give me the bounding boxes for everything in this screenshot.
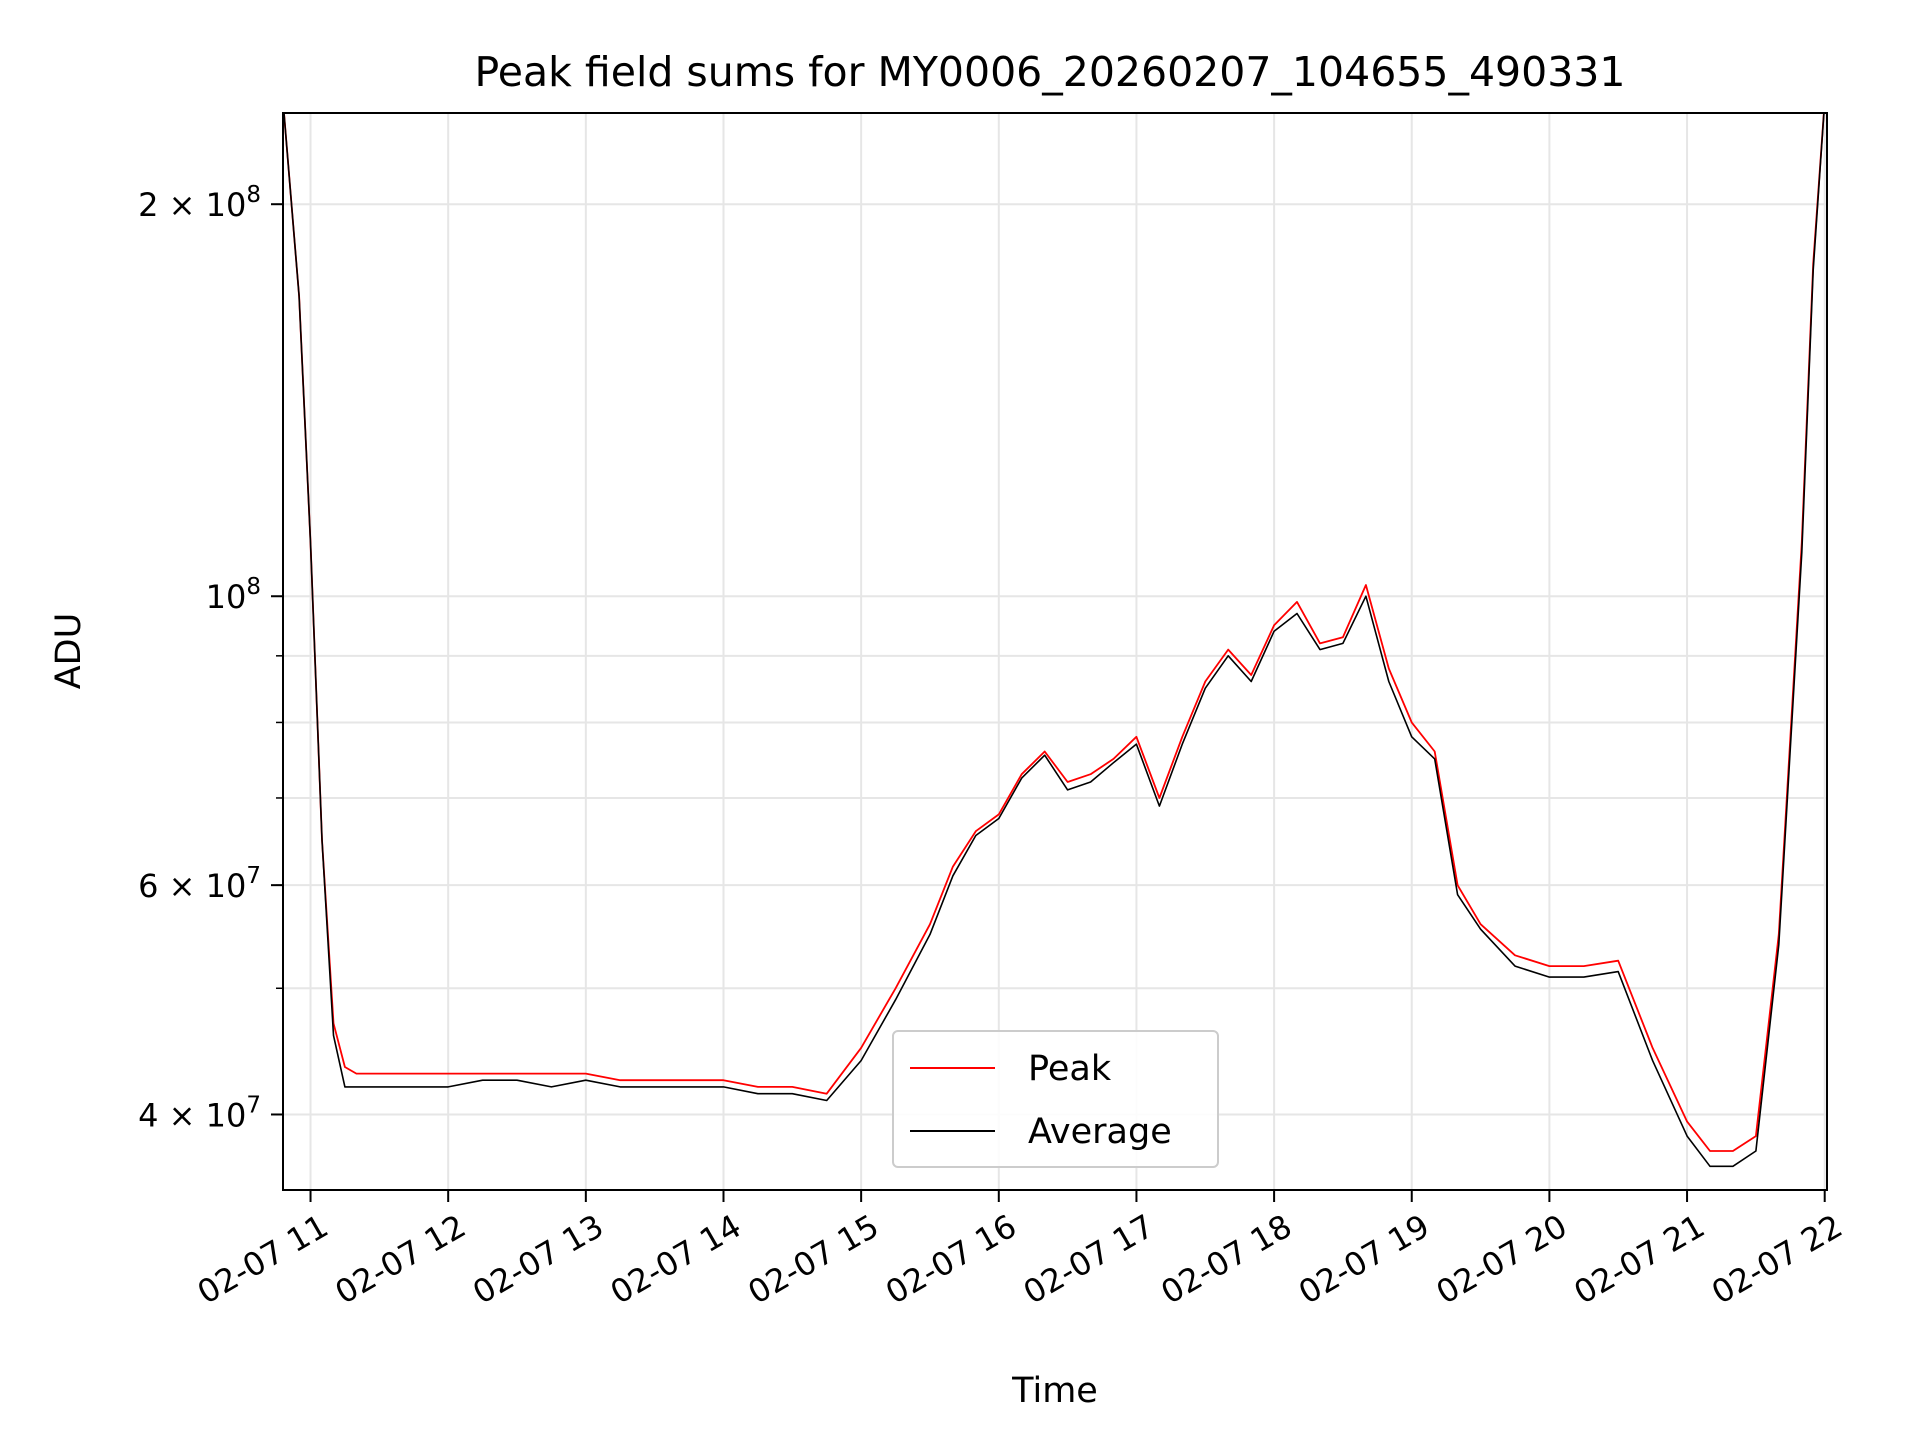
x-axis-label: Time: [1011, 1371, 1098, 1411]
y-tick-label: 6 × 107: [138, 863, 261, 905]
y-tick-label: 2 × 108: [138, 182, 261, 224]
series-line-average: [283, 113, 1825, 1168]
series-line-peak: [283, 113, 1825, 1152]
legend-label: Average: [1028, 1112, 1172, 1152]
y-tick-label: 108: [206, 574, 261, 616]
y-axis: 4 × 107 6 × 107 108 2 × 108: [138, 182, 283, 1134]
legend-box: [892, 1030, 1219, 1168]
legend-label: Peak: [1028, 1049, 1112, 1089]
plot-frame: [282, 112, 1828, 1191]
y-tick-label: 4 × 107: [138, 1092, 261, 1134]
grid: [283, 113, 1827, 1190]
y-axis-label: ADU: [49, 613, 89, 690]
series-group: [283, 113, 1825, 1168]
legend: Peak Average: [892, 1030, 1219, 1168]
chart-title: Peak field sums for MY0006_20260207_1046…: [475, 48, 1626, 96]
